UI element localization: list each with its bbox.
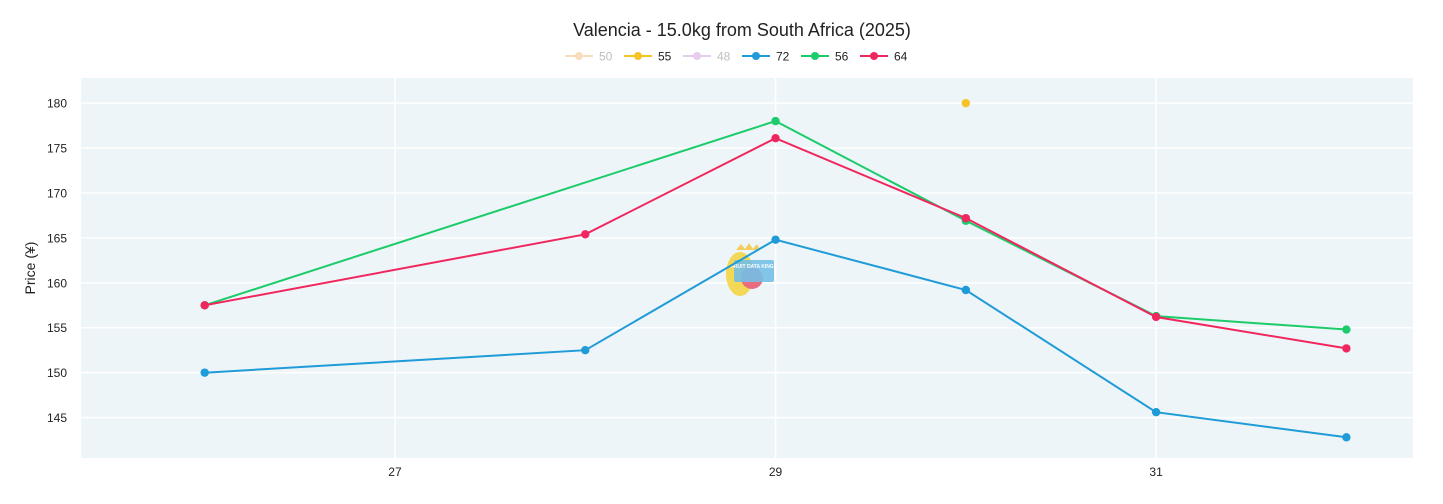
y-axis: 145 150 155 160 165 170 175 180: [47, 97, 67, 425]
series-layer: [200, 98, 1351, 442]
data-point-55[interactable]: [961, 98, 971, 108]
y-tick-label: 170: [47, 186, 67, 200]
data-point-64[interactable]: [200, 301, 209, 310]
legend-item-48[interactable]: 48: [683, 50, 731, 64]
series-line-64: [204, 137, 1347, 350]
x-tick-label: 27: [388, 465, 402, 479]
crown-icon: [736, 243, 760, 250]
legend-label: 64: [894, 50, 908, 64]
y-tick-label: 160: [47, 276, 67, 290]
x-tick-label: 31: [1149, 465, 1163, 479]
data-point-64[interactable]: [961, 213, 971, 223]
data-point-72[interactable]: [961, 285, 971, 295]
legend-item-64[interactable]: 64: [860, 50, 908, 64]
chart-title: Valencia - 15.0kg from South Africa (202…: [573, 20, 911, 40]
legend-item-55[interactable]: 55: [624, 50, 672, 64]
series-64: [200, 133, 1351, 353]
y-tick-label: 145: [47, 411, 67, 425]
watermark-text: FRUIT DATA KINGS: [731, 264, 778, 270]
legend-item-72[interactable]: 72: [742, 50, 790, 64]
legend-label: 48: [717, 50, 731, 64]
legend-marker: [811, 52, 819, 60]
data-point-56[interactable]: [771, 116, 780, 126]
legend-label: 55: [658, 50, 672, 64]
data-point-72[interactable]: [1342, 433, 1351, 442]
y-axis-label: Price (¥): [22, 242, 38, 295]
legend-marker: [575, 52, 583, 60]
data-point-72[interactable]: [771, 235, 780, 244]
logo-banner: [734, 260, 774, 282]
legend-item-56[interactable]: 56: [801, 50, 849, 64]
legend-marker: [693, 52, 701, 60]
series-line-72: [204, 238, 1347, 439]
data-point-64[interactable]: [581, 230, 590, 239]
legend-label: 50: [599, 50, 613, 64]
legend-marker: [634, 52, 642, 60]
legend-label: 72: [776, 50, 790, 64]
data-point-72[interactable]: [200, 368, 209, 377]
x-axis: 27 29 31: [388, 465, 1163, 479]
legend-marker: [870, 52, 878, 60]
y-tick-label: 180: [47, 97, 67, 111]
x-tick-label: 29: [769, 465, 783, 479]
y-tick-label: 175: [47, 142, 67, 156]
data-point-64[interactable]: [771, 133, 780, 143]
y-tick-label: 150: [47, 366, 67, 380]
data-point-64[interactable]: [1151, 312, 1161, 322]
data-point-72[interactable]: [581, 345, 590, 355]
legend-marker: [752, 52, 760, 60]
data-point-64[interactable]: [1342, 344, 1351, 353]
data-point-56[interactable]: [1342, 325, 1351, 334]
y-tick-label: 155: [47, 321, 67, 335]
data-point-72[interactable]: [1151, 407, 1161, 417]
watermark-logo: FRUIT DATA KINGS: [726, 243, 778, 296]
y-tick-label: 165: [47, 231, 67, 245]
legend-item-50[interactable]: 50: [565, 50, 613, 64]
series-55: [961, 98, 971, 108]
legend-label: 56: [835, 50, 849, 64]
legend: 50 55 48 72 56 64: [565, 50, 908, 64]
series-72: [200, 235, 1351, 442]
